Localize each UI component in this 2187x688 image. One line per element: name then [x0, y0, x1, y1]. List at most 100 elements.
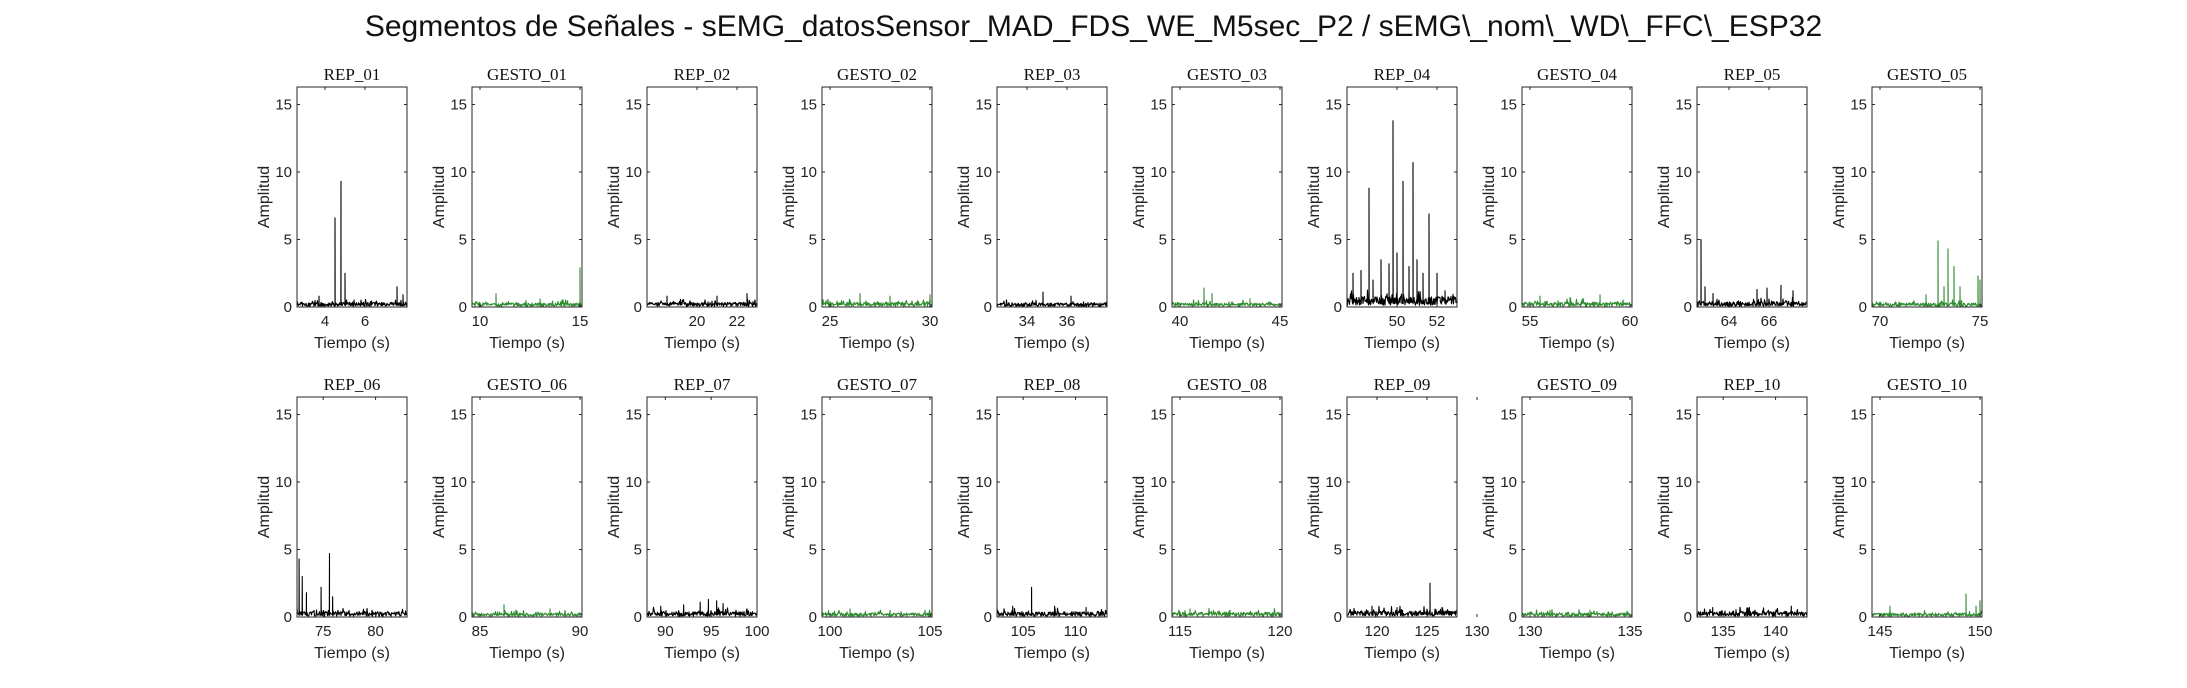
x-tick-label: 105: [1011, 623, 1036, 640]
y-tick-label: 0: [984, 609, 992, 626]
x-tick-label: 55: [1522, 313, 1539, 330]
x-tick-label: 10: [472, 313, 489, 330]
y-tick-label: 10: [1850, 164, 1867, 181]
axes-box: [646, 396, 758, 618]
axes-box: [296, 86, 408, 308]
x-axis-label: Tiempo (s): [1189, 335, 1265, 352]
y-axis-label: Amplitud: [781, 166, 798, 228]
y-axis-label: Amplitud: [1656, 476, 1673, 538]
y-tick-label: 5: [1509, 542, 1517, 559]
y-tick-label: 5: [459, 232, 467, 249]
axes-box: [1871, 396, 1983, 618]
subplot-title: REP_08: [1024, 375, 1081, 394]
y-tick-label: 10: [1500, 164, 1517, 181]
y-tick-label: 0: [809, 299, 817, 316]
x-tick-label: 50: [1389, 313, 1406, 330]
signal-line: [1696, 605, 1808, 617]
x-tick-label: 15: [572, 313, 589, 330]
axes-box: [296, 396, 408, 618]
y-tick-label: 10: [1675, 474, 1692, 491]
y-tick-label: 5: [459, 542, 467, 559]
subplot-title: GESTO_02: [837, 65, 917, 84]
axes-box: [1171, 86, 1283, 308]
x-axis-label: Tiempo (s): [1714, 645, 1790, 662]
y-tick-label: 15: [450, 97, 467, 114]
y-axis-label: Amplitud: [606, 476, 623, 538]
subplot-rep-03: 0 5 10 15 34 36 REP_03 Tiempo (s) Amplitud: [956, 65, 1108, 352]
y-tick-label: 15: [1850, 97, 1867, 114]
signal-line: [821, 292, 933, 307]
subplot-title: GESTO_09: [1537, 375, 1617, 394]
y-axis-label: Amplitud: [431, 476, 448, 538]
signal-line: [1696, 238, 1808, 307]
y-tick-label: 15: [1325, 407, 1342, 424]
y-tick-label: 5: [284, 232, 292, 249]
x-axis-label: Tiempo (s): [1889, 335, 1965, 352]
y-tick-label: 10: [1675, 164, 1692, 181]
y-tick-label: 5: [809, 232, 817, 249]
y-tick-label: 15: [1675, 97, 1692, 114]
x-tick-label: 105: [917, 623, 942, 640]
y-tick-label: 10: [625, 164, 642, 181]
subplot-gesto-10: 0 5 10 15 145 150 GESTO_10 Tiempo (s) Amplitud: [1831, 375, 1993, 662]
y-tick-label: 15: [975, 407, 992, 424]
subplot-title: REP_04: [1374, 65, 1431, 84]
subplot-rep-05: 0 5 10 15 64 66 REP_05 Tiempo (s) Amplitud: [1656, 65, 1808, 352]
y-tick-label: 15: [275, 407, 292, 424]
subplot-rep-09: 0 5 10 15 120 125 130 REP_09 Tiempo (s) Amplitud: [1306, 375, 1490, 662]
subplot-rep-10: 0 5 10 15 135 140 REP_10 Tiempo (s) Amplitud: [1656, 375, 1808, 662]
signal-line: [1871, 240, 1983, 307]
x-axis-label: Tiempo (s): [489, 335, 565, 352]
axes-box: [1696, 86, 1808, 308]
x-tick-label: 25: [822, 313, 839, 330]
y-tick-label: 10: [275, 164, 292, 181]
y-tick-label: 5: [634, 542, 642, 559]
signal-line: [1171, 287, 1283, 307]
y-tick-label: 10: [800, 474, 817, 491]
x-tick-label: 20: [689, 313, 706, 330]
subplot-title: REP_01: [324, 65, 381, 84]
x-axis-label: Tiempo (s): [314, 645, 390, 662]
y-tick-label: 5: [1509, 232, 1517, 249]
subplot-gesto-01: 0 5 10 15 10 15 GESTO_01 Tiempo (s) Amplitud: [431, 65, 588, 352]
y-axis-label: Amplitud: [1481, 166, 1498, 228]
y-tick-label: 5: [1859, 232, 1867, 249]
axes-box: [996, 396, 1108, 618]
y-tick-label: 5: [284, 542, 292, 559]
x-tick-label: 150: [1967, 623, 1992, 640]
x-tick-label: 100: [744, 623, 769, 640]
y-tick-label: 0: [284, 609, 292, 626]
x-tick-label: 135: [1617, 623, 1642, 640]
y-tick-label: 10: [275, 474, 292, 491]
axes-box: [471, 396, 583, 618]
subplot-rep-04: 0 5 10 15 50 52 REP_04 Tiempo (s) Amplitud: [1306, 65, 1458, 352]
y-tick-label: 5: [1684, 232, 1692, 249]
x-tick-label: 6: [361, 313, 369, 330]
y-axis-label: Amplitud: [1131, 476, 1148, 538]
figure-title: Segmentos de Señales - sEMG_datosSensor_…: [364, 10, 1823, 43]
y-tick-label: 5: [984, 542, 992, 559]
y-tick-label: 5: [1159, 542, 1167, 559]
y-axis-label: Amplitud: [1481, 476, 1498, 538]
y-tick-label: 15: [800, 97, 817, 114]
x-tick-label: 4: [321, 313, 329, 330]
signal-line: [1346, 582, 1458, 617]
axes-box: [1346, 86, 1458, 308]
y-axis-label: Amplitud: [956, 166, 973, 228]
y-tick-label: 15: [625, 407, 642, 424]
x-tick-label: 85: [472, 623, 489, 640]
y-tick-label: 0: [1509, 299, 1517, 316]
x-tick-label: 30: [922, 313, 939, 330]
signal-line: [1871, 593, 1983, 617]
subplot-title: GESTO_04: [1537, 65, 1617, 84]
y-axis-label: Amplitud: [606, 166, 623, 228]
y-tick-label: 15: [275, 97, 292, 114]
y-tick-label: 0: [1509, 609, 1517, 626]
subplot-gesto-07: 0 5 10 15 100 105 GESTO_07 Tiempo (s) Amplitud: [781, 375, 943, 662]
x-tick-label: 52: [1429, 313, 1446, 330]
subplot-gesto-06: 0 5 10 15 85 90 GESTO_06 Tiempo (s) Amplitud: [431, 375, 588, 662]
x-axis-label: Tiempo (s): [1364, 335, 1440, 352]
x-tick-label: 40: [1172, 313, 1189, 330]
x-axis-label: Tiempo (s): [839, 645, 915, 662]
signal-line: [646, 598, 758, 617]
